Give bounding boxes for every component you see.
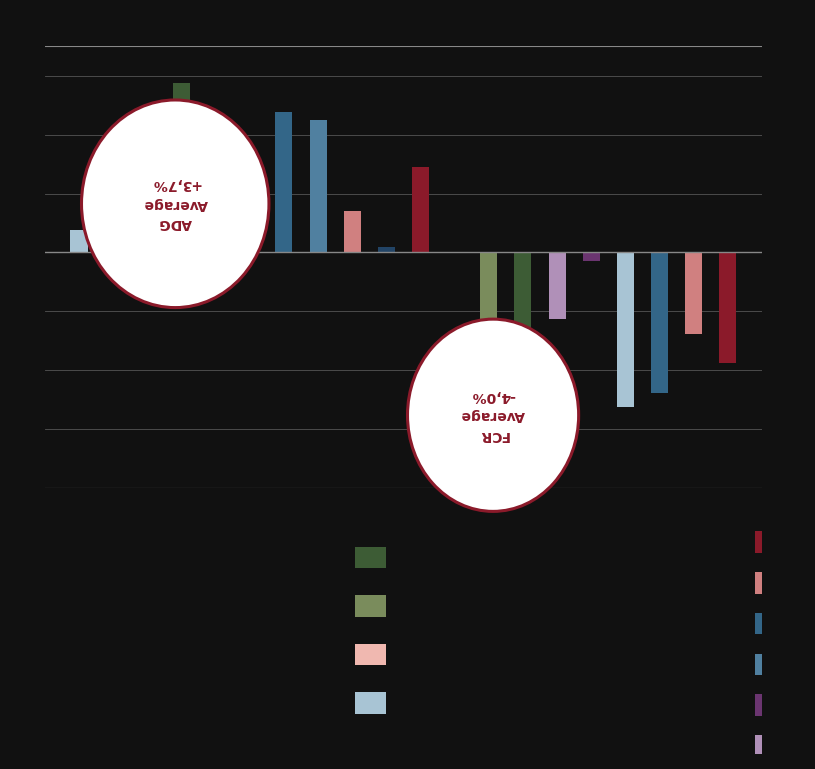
Bar — [685, 252, 703, 334]
Bar — [275, 112, 293, 252]
Bar — [617, 252, 634, 408]
Bar — [241, 171, 258, 252]
Bar — [583, 252, 600, 261]
FancyBboxPatch shape — [355, 595, 386, 617]
Bar — [720, 252, 737, 363]
Bar — [139, 186, 156, 252]
FancyBboxPatch shape — [755, 613, 786, 634]
FancyBboxPatch shape — [755, 735, 786, 757]
Bar — [207, 197, 224, 252]
Bar — [514, 252, 531, 466]
Text: FCR
Average
-4,0%: FCR Average -4,0% — [460, 389, 526, 441]
Bar — [480, 252, 497, 355]
FancyBboxPatch shape — [755, 531, 786, 553]
Bar — [310, 120, 327, 252]
Bar — [344, 211, 361, 252]
Text: ADG
Average
+3,7%: ADG Average +3,7% — [143, 178, 208, 230]
Bar — [70, 231, 87, 252]
FancyBboxPatch shape — [755, 654, 786, 675]
FancyBboxPatch shape — [355, 692, 386, 714]
Bar — [173, 83, 190, 252]
Bar — [412, 167, 429, 252]
Bar — [104, 220, 121, 252]
FancyBboxPatch shape — [755, 694, 786, 716]
FancyBboxPatch shape — [355, 547, 386, 568]
FancyBboxPatch shape — [755, 572, 786, 594]
Bar — [548, 252, 566, 319]
Bar — [378, 247, 395, 252]
FancyBboxPatch shape — [355, 644, 386, 665]
Bar — [651, 252, 668, 392]
